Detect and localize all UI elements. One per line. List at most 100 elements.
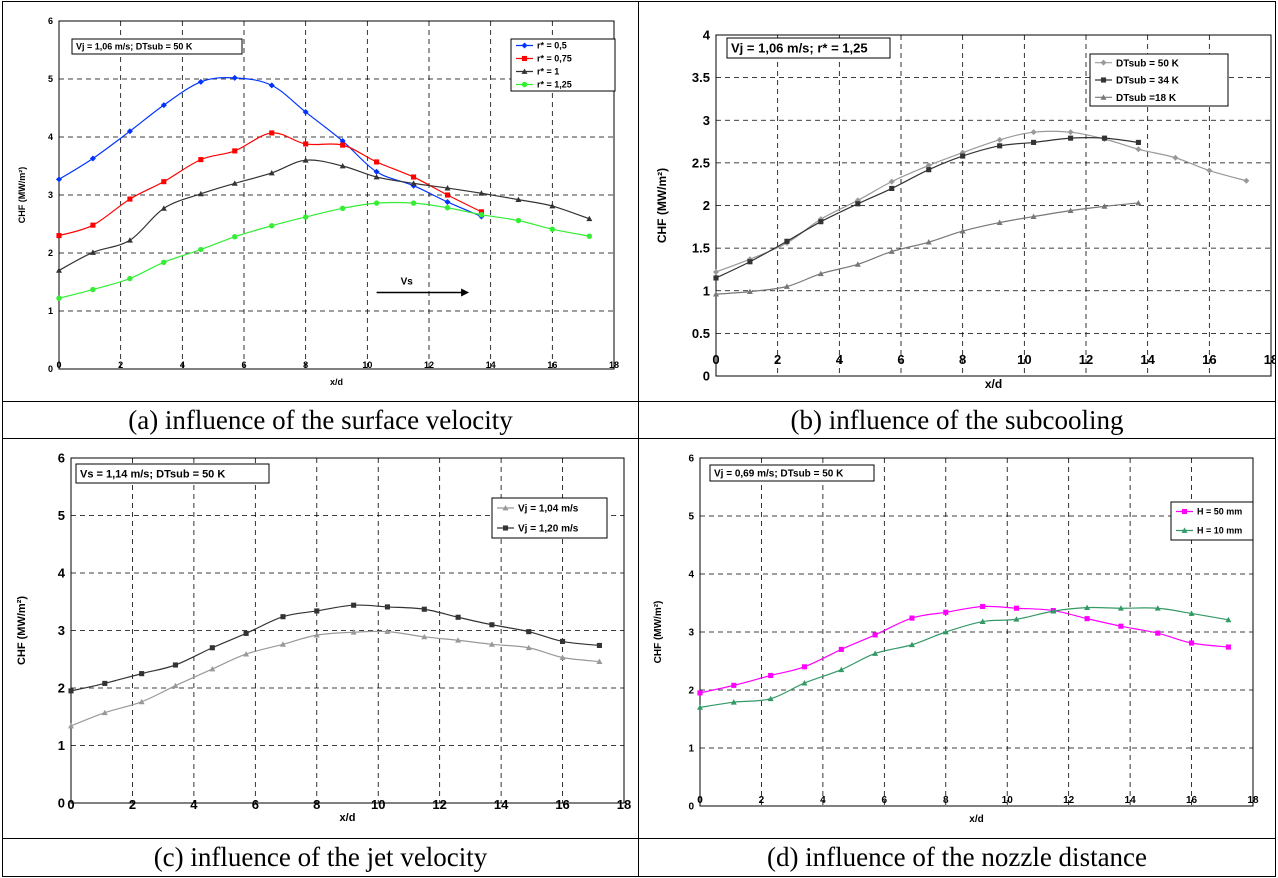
data-point [888,178,895,185]
legend-marker [521,42,528,49]
data-point [730,699,737,705]
chart-title-box [71,38,243,55]
x-tick-label: 4 [836,352,844,367]
data-point [997,143,1003,149]
x-tick-label: 10 [371,797,385,812]
data-point [172,662,179,668]
data-point [488,641,495,647]
annotation-label: Vs [401,276,414,287]
series-line [58,159,590,271]
y-tick-label: 3 [48,190,53,200]
data-point [90,222,96,228]
legend-box [491,497,608,539]
x-tick-label: 2 [774,352,781,367]
data-point [855,201,861,207]
y-tick-label: 1 [703,283,710,298]
y-tick-label: 0.5 [692,326,710,341]
data-point [1101,135,1108,141]
data-point [56,176,62,183]
data-point [340,142,346,148]
x-tick-label: 2 [118,360,123,370]
data-point [303,141,309,147]
y-tick-label: 2 [48,248,53,258]
data-point [1030,129,1037,136]
legend-marker [502,505,509,511]
data-point [586,215,593,222]
data-point [697,690,703,696]
y-tick-label: 5 [48,74,53,84]
data-point [243,651,250,657]
data-point [747,259,753,265]
data-point [160,102,167,109]
data-point [269,223,275,229]
legend-label: DTsub = 34 K [1116,76,1180,87]
chart-title: Vj = 1,06 m/s; DTsub = 50 K [76,42,193,52]
data-point [209,666,216,672]
data-point [1172,154,1179,161]
legend-label: r* = 1,25 [537,80,572,90]
data-point [231,74,238,81]
y-tick-label: 4 [48,132,53,142]
x-tick-label: 12 [1079,352,1093,367]
series [68,602,602,694]
data-point [586,233,593,239]
data-point [444,192,451,198]
x-tick-label: 6 [252,797,259,812]
y-tick-label: 2 [58,681,65,696]
y-tick-label: 0 [48,364,53,374]
legend-label: H = 10 mm [1197,526,1242,536]
x-tick-label: 4 [820,795,826,806]
data-point [478,212,485,218]
series [56,157,593,273]
data-point [549,203,556,209]
data-point [1084,604,1091,611]
data-point [302,214,309,220]
data-point [1135,146,1142,153]
data-point [421,633,428,640]
data-point [373,168,380,175]
data-point [1013,616,1020,622]
data-point [549,226,556,232]
y-tick-label: 3 [58,623,65,638]
data-point [746,288,753,295]
caption-b: (b) influence of the subcooling [638,401,1276,439]
chart-title-box [709,464,875,482]
x-tick-label: 8 [303,360,308,370]
data-point [280,614,286,620]
x-tick-label: 4 [190,797,198,812]
y-tick-label: 0 [58,796,65,811]
x-tick-label: 16 [547,360,557,370]
data-point [872,650,879,656]
x-tick-label: 8 [959,352,966,367]
legend-label: Vj = 1,04 m/s [518,504,579,515]
data-point [979,618,986,624]
data-point [197,190,204,197]
x-tick-label: 14 [494,797,509,812]
data-point [351,602,357,608]
x-axis-label: x/d [330,377,343,387]
x-tick-label: 0 [697,795,703,806]
data-point [1225,616,1232,623]
panel-b: 0 2 4 6 8 10 12 14 16 18 0 0.5 1 1.5 2 2.5 3 3.5 4 x/d CHF (… [638,1,1278,402]
data-point [1155,630,1161,636]
data-point [373,174,380,180]
data-point [455,614,461,620]
data-point [1068,135,1074,141]
y-axis-label: CHF (MW/m²) [17,167,27,223]
y-tick-label: 0 [703,369,710,384]
data-point [713,275,719,281]
y-tick-label: 2.5 [692,155,710,170]
y-axis-label: CHF (MW/m²) [16,596,28,665]
x-tick-label: 10 [1002,795,1014,806]
legend-marker [1181,508,1188,515]
data-point [1067,207,1074,214]
x-tick-label: 14 [1125,795,1137,806]
data-point [784,238,790,244]
data-point [269,130,275,136]
x-tick-label: 6 [882,795,888,806]
data-point [996,136,1003,143]
x-tick-label: 12 [1063,795,1075,806]
data-point [1013,605,1019,611]
x-tick-label: 16 [1186,795,1198,806]
x-tick-label: 0 [56,360,61,370]
